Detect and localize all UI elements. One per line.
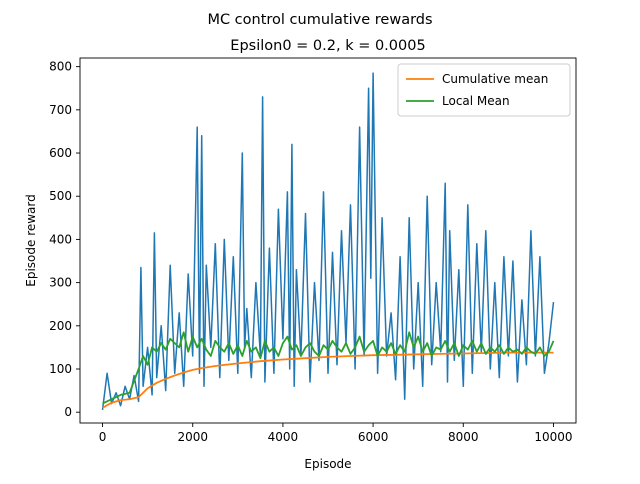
y-tick-label: 500 — [49, 189, 72, 203]
y-axis-label: Episode reward — [24, 194, 38, 287]
legend: Cumulative mean Local Mean — [397, 63, 571, 117]
y-tick-label: 0 — [64, 405, 72, 419]
x-tick-label: 6000 — [358, 430, 389, 444]
series-line-1 — [101, 72, 555, 411]
y-tick-label: 800 — [49, 60, 72, 74]
x-axis-label: Episode — [304, 457, 351, 471]
series-line-2 — [102, 351, 554, 409]
series-line-3 — [102, 331, 555, 405]
y-tick-label: 300 — [49, 276, 72, 290]
chart-subtitle: Epsilon0 = 0.2, k = 0.0005 — [230, 38, 425, 54]
x-tick-label: 2000 — [177, 430, 208, 444]
y-tick-label: 100 — [49, 362, 72, 376]
x-tick-label: 8000 — [448, 430, 479, 444]
plot-area: 0 2000 4000 6000 8000 10000 0 100 200 300 400 500 60… — [24, 57, 577, 471]
y-tick-label: 200 — [49, 319, 72, 333]
legend-label: Cumulative mean — [442, 72, 548, 86]
legend-label: Local Mean — [442, 94, 510, 108]
x-tick-label: 4000 — [268, 430, 299, 444]
y-tick-label: 400 — [49, 232, 72, 246]
legend-box — [397, 63, 571, 117]
x-tick-label: 10000 — [534, 430, 572, 444]
axes-frame — [79, 57, 577, 424]
x-tick-label: 0 — [99, 430, 107, 444]
y-tick-label: 700 — [49, 103, 72, 117]
y-tick-label: 600 — [49, 146, 72, 160]
chart-title: MC control cumulative rewards — [207, 12, 432, 28]
